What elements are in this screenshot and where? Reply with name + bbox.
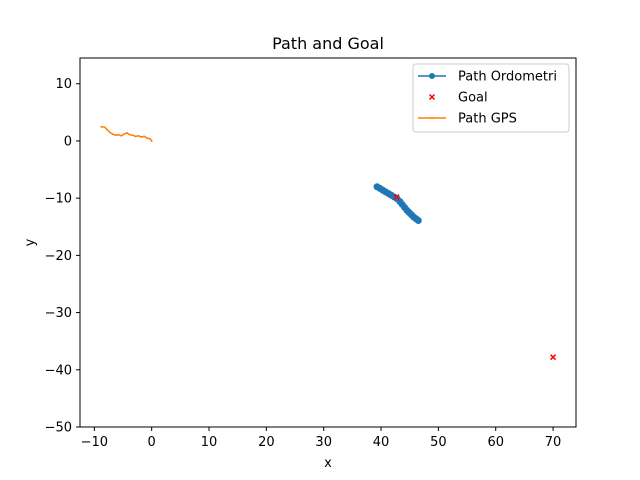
path-gps-point xyxy=(143,135,146,138)
legend: Path Ordometri Goal Path GPS xyxy=(412,63,570,133)
path-gps-point xyxy=(106,128,108,131)
path-gps-point xyxy=(123,133,126,135)
legend-swatch-path-gps-marker xyxy=(431,117,433,119)
goal-marker-stroke xyxy=(428,93,436,101)
series-layer xyxy=(100,125,557,361)
path-gps-point xyxy=(149,137,151,140)
x-tick-label: 40 xyxy=(373,435,390,450)
legend-label: Path GPS xyxy=(458,112,517,127)
y-tick-label: 0 xyxy=(64,134,72,149)
goal-point xyxy=(550,354,557,361)
path-gps-point xyxy=(114,134,117,137)
path-gps-point xyxy=(146,137,148,139)
y-tick-label: −20 xyxy=(45,249,72,264)
y-tick-label: −50 xyxy=(45,421,72,436)
path-gps-point xyxy=(103,126,106,129)
legend-label: Goal xyxy=(458,91,488,106)
path-gps-point xyxy=(150,140,153,142)
path-gps-point xyxy=(111,133,114,135)
legend-frame xyxy=(412,63,570,133)
x-axis-label: x xyxy=(324,456,332,471)
path-gps-point xyxy=(137,134,140,137)
legend-swatch-goal xyxy=(428,93,436,101)
y-tick-label: −10 xyxy=(45,192,72,207)
x-tick-label: −10 xyxy=(81,435,108,450)
path-gps-point xyxy=(140,136,143,138)
x-tick-label: 60 xyxy=(487,435,504,450)
goal-point xyxy=(393,193,400,201)
path-gps-point xyxy=(108,131,111,134)
x-tick-label: 70 xyxy=(545,435,562,450)
legend-label: Path Ordometri xyxy=(458,70,557,85)
path-gps-point xyxy=(128,133,131,136)
path-gps-point xyxy=(126,132,128,134)
y-tick-label: 10 xyxy=(55,77,72,92)
legend-swatch-path-ordometri-marker xyxy=(429,73,435,79)
path-ordometri-point xyxy=(414,216,422,224)
chart-title: Path and Goal xyxy=(272,34,384,53)
x-tick-label: 20 xyxy=(258,435,275,450)
x-tick-label: 50 xyxy=(430,435,447,450)
y-tick-label: −40 xyxy=(45,363,72,378)
y-tick-label: −30 xyxy=(45,306,72,321)
x-axis: −10 0 10 20 30 40 50 60 70 xyxy=(81,427,562,450)
path-gps-point xyxy=(100,125,103,128)
path-gps-point xyxy=(131,134,134,137)
goal-marker-stroke xyxy=(393,193,400,201)
goal-marker-stroke xyxy=(550,354,557,361)
y-axis-label: y xyxy=(23,238,38,246)
x-tick-label: 0 xyxy=(148,435,156,450)
y-axis: 10 0 −10 −20 −30 −40 −50 xyxy=(45,77,80,436)
x-tick-label: 10 xyxy=(201,435,218,450)
path-gps-point xyxy=(117,133,120,136)
plot-frame xyxy=(79,57,577,428)
path-gps-point xyxy=(134,135,137,138)
x-tick-label: 30 xyxy=(315,435,332,450)
path-gps-point xyxy=(120,134,123,137)
